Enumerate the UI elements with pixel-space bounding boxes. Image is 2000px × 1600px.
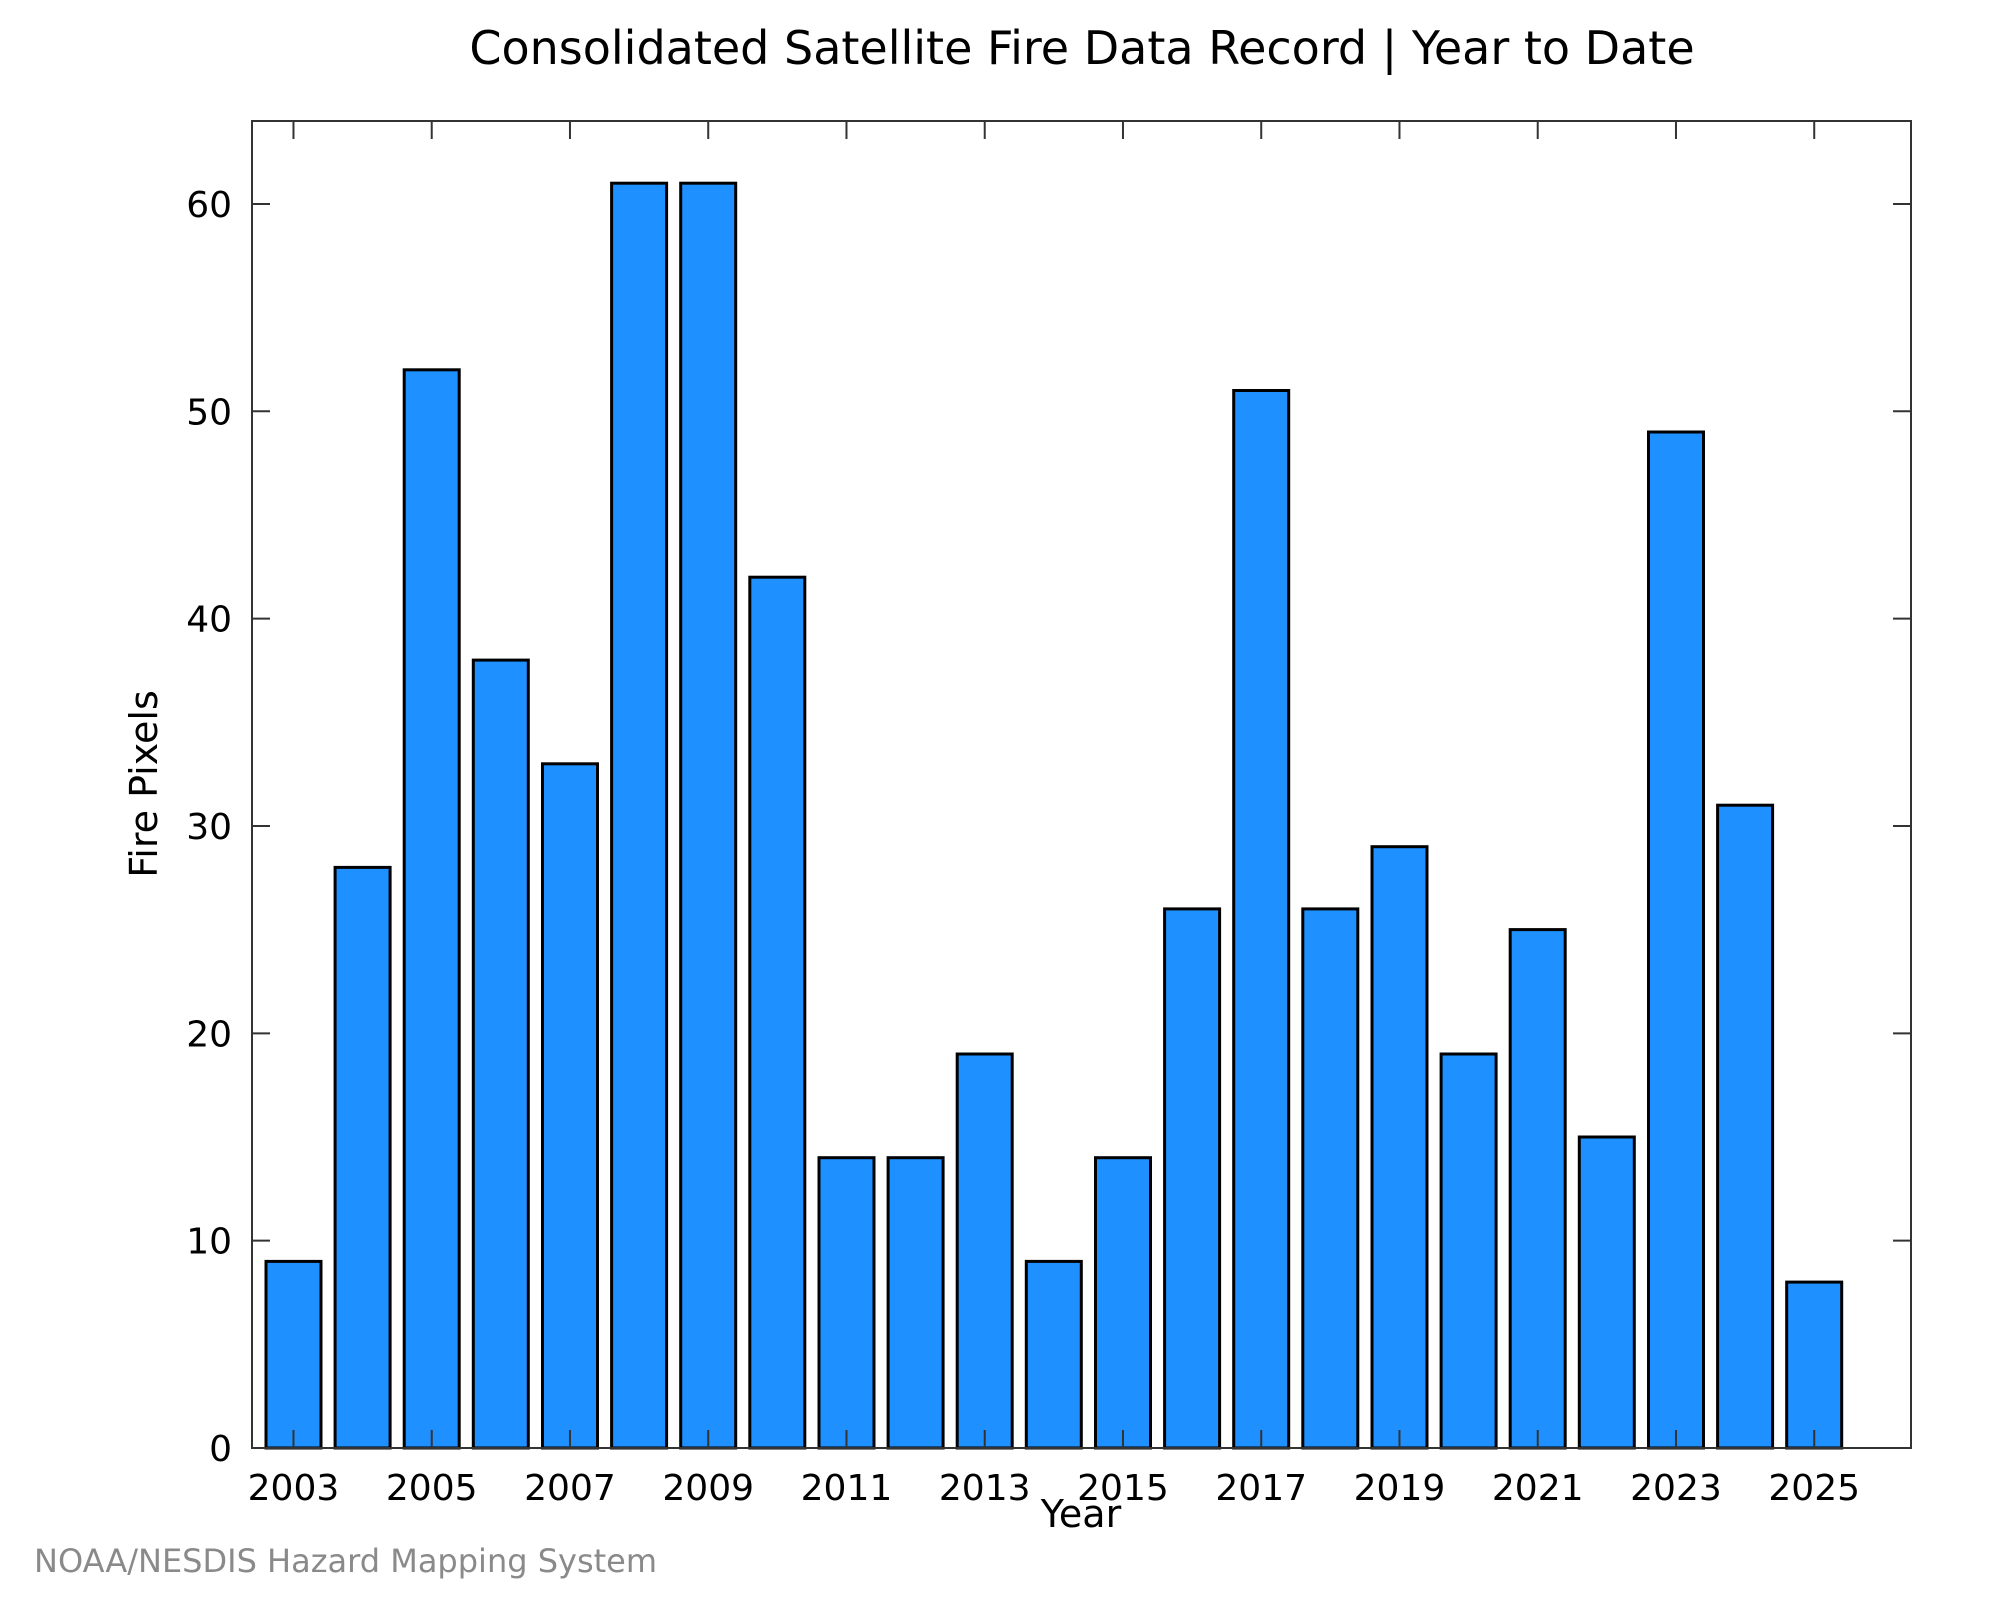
bar-2011 — [817, 1156, 876, 1450]
source-credit: NOAA/NESDIS Hazard Mapping System — [34, 1542, 657, 1580]
y-tick-label-50: 50 — [186, 392, 232, 433]
x-tick-label-2021: 2021 — [1492, 1468, 1584, 1509]
y-tick-label-0: 0 — [209, 1429, 232, 1470]
bar-2020 — [1439, 1052, 1498, 1450]
x-tick-label-2023: 2023 — [1630, 1468, 1722, 1509]
ticks-group: 0 10 20 30 40 50 60 2003 2005 2007 2009 2011 2013 201… — [186, 121, 1911, 1509]
bar-2019 — [1370, 845, 1429, 1450]
x-tick-label-2007: 2007 — [524, 1468, 616, 1509]
bar-2018 — [1301, 907, 1360, 1450]
bar-2004 — [333, 865, 392, 1450]
x-tick-label-2017: 2017 — [1215, 1468, 1307, 1509]
x-tick-label-2013: 2013 — [939, 1468, 1031, 1509]
bar-2023 — [1647, 430, 1705, 1450]
y-tick-label-10: 10 — [186, 1222, 232, 1263]
bar-2012 — [886, 1156, 945, 1450]
y-tick-label-60: 60 — [186, 185, 232, 226]
bar-2007 — [541, 762, 599, 1450]
bar-2003 — [264, 1259, 323, 1450]
y-tick-label-20: 20 — [186, 1014, 232, 1055]
bar-2021 — [1508, 928, 1567, 1450]
x-tick-label-2015: 2015 — [1077, 1468, 1169, 1509]
x-axis-label: Year — [1040, 1492, 1122, 1536]
x-tick-label-2025: 2025 — [1768, 1468, 1860, 1509]
x-tick-label-2005: 2005 — [386, 1468, 478, 1509]
bar-2014 — [1024, 1259, 1083, 1450]
chart-title: Consolidated Satellite Fire Data Record … — [469, 21, 1694, 76]
x-tick-label-2003: 2003 — [248, 1468, 340, 1509]
x-tick-label-2011: 2011 — [801, 1468, 893, 1509]
bar-2008 — [610, 181, 669, 1450]
bar-2013 — [955, 1052, 1014, 1450]
bar-2005 — [402, 368, 461, 1450]
plot-frame — [251, 120, 1912, 1449]
bar-2006 — [471, 658, 530, 1450]
bar-2022 — [1577, 1135, 1636, 1450]
bar-2015 — [1094, 1156, 1152, 1450]
y-tick-label-30: 30 — [186, 807, 232, 848]
x-tick-label-2019: 2019 — [1354, 1468, 1446, 1509]
y-axis-label: Fire Pixels — [122, 690, 166, 878]
x-tick-label-2009: 2009 — [662, 1468, 754, 1509]
bar-2024 — [1716, 803, 1775, 1450]
bar-2009 — [679, 181, 738, 1450]
bar-2025 — [1785, 1280, 1844, 1450]
bar-2016 — [1163, 907, 1222, 1450]
bars-group — [264, 181, 1844, 1450]
y-tick-label-40: 40 — [186, 600, 232, 641]
bar-2010 — [748, 575, 807, 1450]
bar-2017 — [1232, 389, 1291, 1450]
